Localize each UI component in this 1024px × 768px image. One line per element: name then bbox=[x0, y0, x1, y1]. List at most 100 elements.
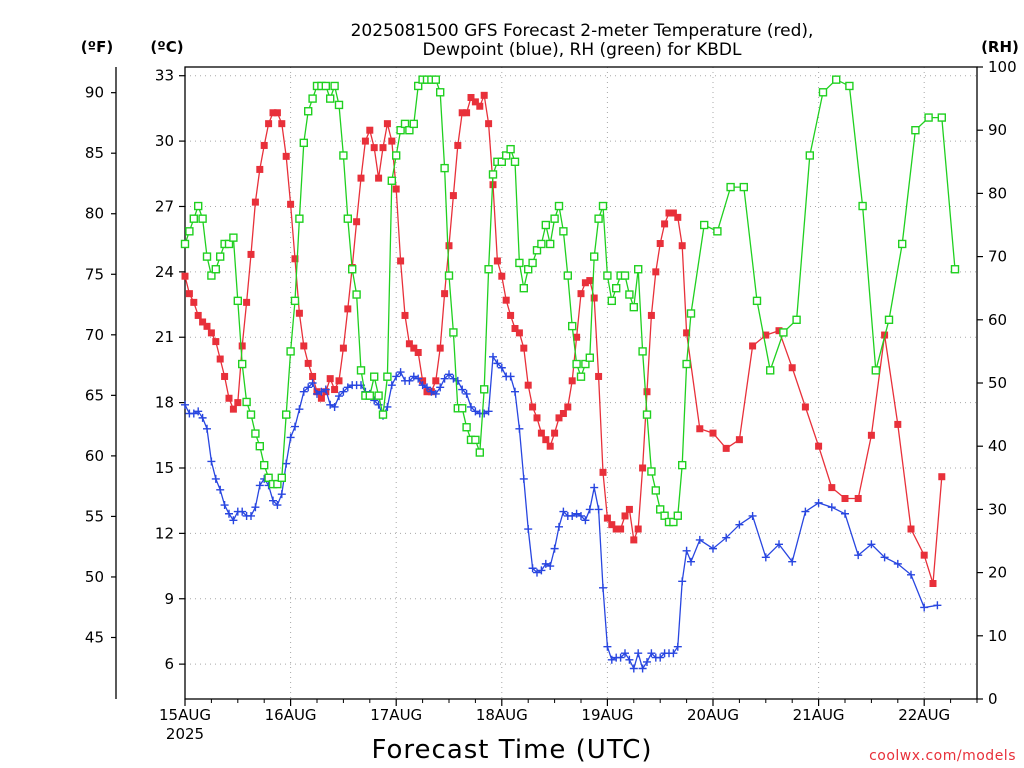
temperature-point bbox=[621, 512, 629, 520]
rh-point bbox=[515, 258, 524, 268]
temperature-point bbox=[502, 296, 510, 304]
rh-point bbox=[713, 227, 722, 236]
rh-point bbox=[563, 271, 572, 280]
temperature-point bbox=[405, 340, 413, 348]
rh-point bbox=[673, 511, 682, 520]
dewpoint-point bbox=[621, 649, 629, 658]
temperature-point bbox=[379, 144, 387, 152]
temperature-point bbox=[854, 495, 862, 503]
dewpoint-point bbox=[854, 551, 863, 560]
y-tick-label-rh: 90 bbox=[988, 121, 1007, 139]
dewpoint-point bbox=[656, 653, 665, 662]
temperature-point bbox=[907, 525, 915, 533]
temperature-point bbox=[375, 174, 383, 182]
rh-point bbox=[180, 239, 190, 249]
x-axis-title: Forecast Time (UTC) bbox=[371, 735, 652, 765]
rh-point bbox=[233, 296, 243, 306]
temperature-point bbox=[388, 137, 396, 145]
temperature-point bbox=[344, 305, 352, 313]
rh-point bbox=[550, 214, 559, 223]
y-tick-label-fahrenheit: 55 bbox=[85, 507, 104, 525]
rh-point bbox=[462, 423, 471, 432]
dewpoint-point bbox=[304, 383, 313, 392]
dewpoint-point bbox=[546, 562, 555, 571]
temperature-point bbox=[735, 436, 743, 444]
temperature-point bbox=[867, 431, 875, 439]
temperature-point bbox=[229, 405, 237, 413]
dewpoint-point bbox=[541, 559, 550, 568]
temperature-point bbox=[269, 109, 277, 117]
plot-frame bbox=[184, 66, 978, 700]
temperature-point bbox=[485, 120, 493, 128]
rh-point bbox=[480, 385, 489, 394]
dewpoint-point bbox=[335, 392, 343, 401]
rh-point bbox=[884, 315, 894, 324]
temperature-point bbox=[282, 152, 290, 160]
temperature-point bbox=[471, 98, 479, 106]
rh-point bbox=[193, 201, 203, 211]
dewpoint-point bbox=[590, 483, 599, 492]
temperature-point bbox=[326, 375, 334, 383]
rh-point bbox=[370, 372, 379, 381]
rh-point bbox=[334, 100, 344, 110]
dewpoint-point bbox=[577, 511, 585, 520]
dewpoint-point bbox=[599, 583, 607, 592]
temperature-point bbox=[581, 279, 589, 287]
rh-point bbox=[339, 151, 348, 160]
temperature-point bbox=[335, 377, 343, 385]
rh-point bbox=[858, 201, 867, 211]
y-tick-label-rh: 100 bbox=[988, 58, 1017, 76]
x-tick-label: 18AUG bbox=[476, 706, 528, 724]
temperature-point bbox=[608, 521, 616, 529]
temperature-point bbox=[304, 359, 312, 367]
dewpoint-point bbox=[524, 525, 533, 534]
dewpoint-point bbox=[440, 374, 449, 383]
rh-point bbox=[805, 151, 814, 160]
dewpoint-point bbox=[643, 657, 651, 666]
dewpoint-point bbox=[489, 352, 497, 361]
temperature-point bbox=[647, 311, 655, 319]
rh-point bbox=[656, 505, 665, 514]
dewpoint-point bbox=[414, 374, 423, 383]
dewpoint-point bbox=[229, 516, 238, 525]
rh-point bbox=[229, 233, 238, 242]
temperature-point bbox=[441, 290, 449, 298]
dewpoint-point bbox=[761, 553, 770, 562]
dewpoint-point bbox=[273, 501, 282, 510]
dewpoint-point bbox=[392, 372, 401, 381]
temperature-point bbox=[194, 311, 202, 319]
temperature-point bbox=[529, 403, 537, 411]
rh-point bbox=[594, 214, 603, 223]
dewpoint-point bbox=[893, 559, 902, 568]
temperature-point bbox=[331, 386, 339, 394]
y-tick-label-celsius: 9 bbox=[164, 590, 174, 608]
credit-link[interactable]: coolwx.com/models bbox=[869, 748, 1016, 764]
rh-point bbox=[559, 227, 568, 236]
rh-point bbox=[352, 290, 361, 299]
temperature-point bbox=[630, 536, 638, 544]
rh-point bbox=[700, 220, 709, 230]
dewpoint-point bbox=[634, 649, 643, 658]
y-tick-label-rh: 60 bbox=[988, 311, 1007, 329]
temperature-point bbox=[278, 120, 286, 128]
temperature-point bbox=[291, 255, 299, 263]
rh-point bbox=[273, 479, 282, 489]
temperature-point bbox=[445, 242, 453, 250]
temperature-point bbox=[295, 309, 303, 317]
rh-point bbox=[581, 359, 590, 369]
temperature-point bbox=[419, 377, 427, 385]
rh-point bbox=[629, 302, 638, 312]
x-tick-year-label: 2025 bbox=[166, 725, 204, 743]
rh-point bbox=[260, 460, 269, 470]
y-tick-label-fahrenheit: 65 bbox=[85, 386, 104, 404]
dewpoint-point bbox=[484, 407, 493, 416]
dewpoint-point bbox=[933, 601, 942, 610]
rh-point bbox=[299, 138, 308, 148]
temperature-point bbox=[432, 377, 440, 385]
rh-point bbox=[898, 239, 907, 249]
rh-point bbox=[365, 391, 374, 400]
dewpoint-point bbox=[431, 389, 440, 398]
y-tick-label-celsius: 33 bbox=[155, 67, 174, 85]
dewpoint-point bbox=[343, 383, 352, 392]
